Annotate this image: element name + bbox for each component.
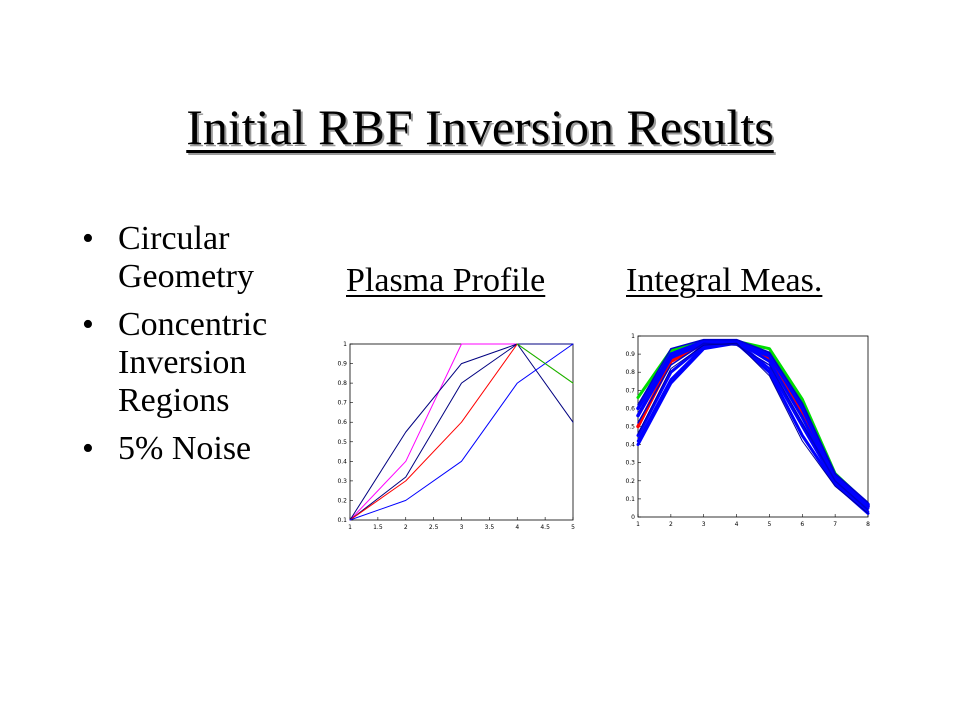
y-tick-label: 0: [631, 514, 635, 521]
y-tick-label: 0.4: [337, 458, 347, 465]
y-tick-label: 0.5: [337, 439, 347, 446]
y-tick-label: 0.6: [337, 419, 347, 426]
y-tick-label: 0.7: [337, 400, 347, 407]
y-tick-label: 0.8: [625, 369, 635, 376]
series-line-8: [637, 338, 869, 504]
x-tick-label: 4: [515, 524, 519, 531]
y-tick-label: 0.7: [625, 387, 635, 394]
series-line-6: [516, 343, 574, 384]
y-tick-label: 0.9: [337, 361, 347, 368]
y-tick-label: 0.2: [337, 497, 347, 504]
series-line-10: [637, 342, 869, 514]
y-tick-label: 0.5: [625, 424, 635, 431]
x-tick-label: 2: [669, 521, 673, 528]
x-tick-label: 3.5: [485, 524, 495, 531]
x-tick-label: 4.5: [540, 524, 550, 531]
y-tick-label: 0.8: [337, 380, 347, 387]
series-line-4: [636, 341, 870, 507]
x-tick-label: 4: [735, 521, 739, 528]
y-tick-label: 0.4: [625, 442, 635, 449]
series-line-6: [636, 341, 870, 515]
x-tick-label: 1: [348, 524, 352, 531]
bullet-symbol: •: [82, 220, 94, 257]
plasma-profile-caption: Plasma Profile: [346, 262, 546, 299]
x-tick-label: 1: [636, 521, 640, 528]
x-tick-label: 7: [833, 521, 837, 528]
x-tick-label: 2: [404, 524, 408, 531]
integral-meas-chart: 1 2 3 4 5 6 7 8 0 0.1 0.2 0.3 0.4 0.5 0.6 0.7 0.8 0.9 1: [625, 333, 870, 528]
x-tick-label: 5: [768, 521, 772, 528]
plasma-profile-chart: 1 1.5 2 2.5 3 3.5 4 4.5 5 0.1 0.2 0.3 0.4 0.5 0.6 0.7 0.…: [337, 341, 575, 531]
y-tick-label: 0.6: [625, 405, 635, 412]
y-tick-label: 0.3: [337, 478, 347, 485]
y-tick-label: 0.3: [625, 460, 635, 467]
x-tick-label: 1.5: [373, 524, 383, 531]
series-line-2: [349, 343, 574, 521]
x-tick-label: 5: [571, 524, 575, 531]
bullet-item: • 5% Noise: [82, 430, 332, 468]
y-tick-label: 0.1: [625, 496, 635, 503]
y-tick-label: 0.1: [337, 517, 347, 524]
bullet-item: • Concentric Inversion Regions: [82, 306, 332, 420]
slide-title: Initial RBF Inversion Results: [186, 99, 774, 155]
y-tick-label: 1: [343, 341, 347, 348]
series-line-3: [349, 343, 574, 521]
x-tick-label: 3: [702, 521, 706, 528]
x-tick-label: 3: [460, 524, 464, 531]
bullet-item: • Circular Geometry: [82, 220, 332, 296]
y-tick-label: 0.9: [625, 351, 635, 358]
bullet-text: 5% Noise: [118, 430, 252, 467]
x-tick-label: 2.5: [429, 524, 439, 531]
series-line-5: [349, 343, 574, 521]
bullet-list: • Circular Geometry • Concentric Inversi…: [82, 220, 332, 478]
bullet-text: Concentric Inversion Regions: [118, 306, 268, 419]
y-tick-label: 1: [631, 333, 635, 340]
bullet-symbol: •: [82, 430, 94, 467]
x-tick-label: 6: [800, 521, 804, 528]
bullet-text: Circular Geometry: [118, 220, 254, 295]
x-tick-label: 8: [866, 521, 870, 528]
series-line-9: [637, 342, 869, 511]
integral-meas-caption: Integral Meas.: [626, 262, 823, 299]
y-tick-label: 0.2: [625, 478, 635, 485]
bullet-symbol: •: [82, 306, 94, 343]
